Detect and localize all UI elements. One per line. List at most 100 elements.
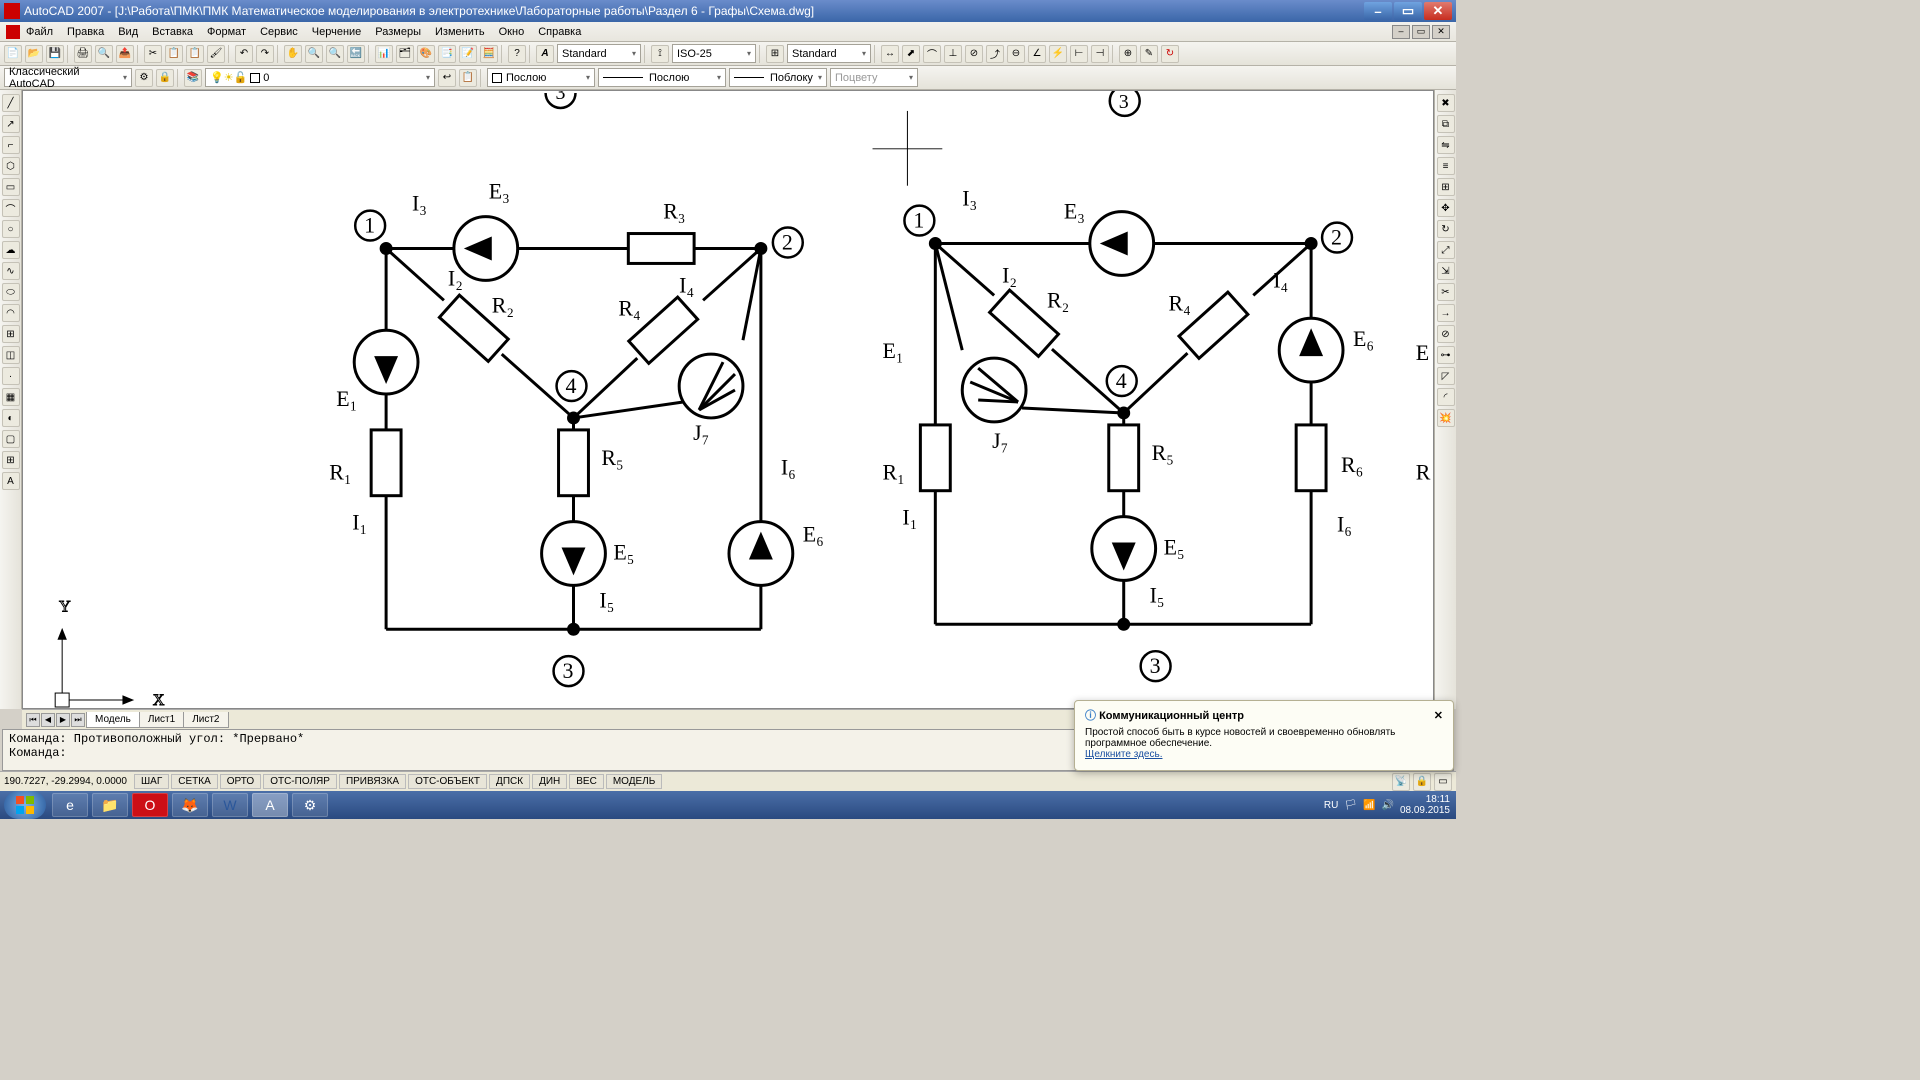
zoom-win-icon[interactable]: 🔍: [326, 45, 344, 63]
comm-center-icon[interactable]: 📡: [1392, 773, 1410, 791]
array-icon[interactable]: ⊞: [1437, 178, 1455, 196]
revcloud-icon[interactable]: ☁: [2, 241, 20, 259]
spline-icon[interactable]: ∿: [2, 262, 20, 280]
move-icon[interactable]: ✥: [1437, 199, 1455, 217]
menu-modify[interactable]: Изменить: [435, 26, 485, 38]
layer-state-icon[interactable]: 📋: [459, 69, 477, 87]
mdi-restore-button[interactable]: ▭: [1412, 25, 1430, 39]
circle-icon[interactable]: ○: [2, 220, 20, 238]
maximize-button[interactable]: ▭: [1394, 2, 1422, 20]
redo-icon[interactable]: ↷: [256, 45, 274, 63]
pan-icon[interactable]: ✋: [284, 45, 302, 63]
offset-icon[interactable]: ≡: [1437, 157, 1455, 175]
dim-linear-icon[interactable]: ↔: [881, 45, 899, 63]
zoom-prev-icon[interactable]: 🔙: [347, 45, 365, 63]
taskbar-opera-icon[interactable]: O: [132, 793, 168, 817]
dim-arc-icon[interactable]: ⌒: [923, 45, 941, 63]
trim-icon[interactable]: ✂: [1437, 283, 1455, 301]
tray-volume-icon[interactable]: 🔊: [1381, 800, 1393, 811]
tray-flag-icon[interactable]: 🏳: [1344, 800, 1357, 811]
cut-icon[interactable]: ✂: [144, 45, 162, 63]
tab-next-icon[interactable]: ▶: [56, 713, 70, 727]
menu-help[interactable]: Справка: [538, 26, 581, 38]
dim-dia-icon[interactable]: ⊖: [1007, 45, 1025, 63]
dim-update-icon[interactable]: ↻: [1161, 45, 1179, 63]
taskbar-wot-icon[interactable]: ⚙: [292, 793, 328, 817]
tab-first-icon[interactable]: ⏮: [26, 713, 40, 727]
dim-aligned-icon[interactable]: ⬈: [902, 45, 920, 63]
arc-icon[interactable]: ⌒: [2, 199, 20, 217]
properties-icon[interactable]: 📊: [375, 45, 393, 63]
save-icon[interactable]: 💾: [46, 45, 64, 63]
chamfer-icon[interactable]: ◸: [1437, 367, 1455, 385]
help-icon[interactable]: ?: [508, 45, 526, 63]
linetype-select[interactable]: Послою: [598, 68, 726, 87]
menu-dim[interactable]: Размеры: [375, 26, 421, 38]
region-icon[interactable]: ▢: [2, 430, 20, 448]
color-select[interactable]: Послою: [487, 68, 595, 87]
status-ortho[interactable]: ОРТО: [220, 774, 261, 789]
taskbar-ie-icon[interactable]: e: [52, 793, 88, 817]
lineweight-select[interactable]: Поблоку: [729, 68, 827, 87]
scale-icon[interactable]: ⤢: [1437, 241, 1455, 259]
menu-insert[interactable]: Вставка: [152, 26, 193, 38]
dim-center-icon[interactable]: ⊕: [1119, 45, 1137, 63]
designcenter-icon[interactable]: 🗂: [396, 45, 414, 63]
menu-edit[interactable]: Правка: [67, 26, 104, 38]
tab-last-icon[interactable]: ⏭: [71, 713, 85, 727]
status-ducs[interactable]: ДПСК: [489, 774, 530, 789]
xline-icon[interactable]: ↗: [2, 115, 20, 133]
start-button[interactable]: [4, 791, 46, 819]
gradient-icon[interactable]: ◐: [2, 409, 20, 427]
notif-close-icon[interactable]: ✕: [1434, 709, 1443, 722]
pline-icon[interactable]: ⌐: [2, 136, 20, 154]
close-button[interactable]: ✕: [1424, 2, 1452, 20]
mirror-icon[interactable]: ⇋: [1437, 136, 1455, 154]
dimstyle-select[interactable]: ISO-25: [672, 44, 756, 63]
hatch-icon[interactable]: ▦: [2, 388, 20, 406]
layer-props-icon[interactable]: 📚: [184, 69, 202, 87]
layer-prev-icon[interactable]: ↩: [438, 69, 456, 87]
menu-draw[interactable]: Черчение: [312, 26, 362, 38]
ws-lock-icon[interactable]: 🔒: [156, 69, 174, 87]
explode-icon[interactable]: 💥: [1437, 409, 1455, 427]
menu-view[interactable]: Вид: [118, 26, 138, 38]
status-osnap[interactable]: ПРИВЯЗКА: [339, 774, 406, 789]
dim-base-icon[interactable]: ⊢: [1070, 45, 1088, 63]
tablestyle-select[interactable]: Standard: [787, 44, 871, 63]
calc-icon[interactable]: 🧮: [480, 45, 498, 63]
copy-icon[interactable]: 📋: [165, 45, 183, 63]
tablestyle-icon[interactable]: ⊞: [766, 45, 784, 63]
undo-icon[interactable]: ↶: [235, 45, 253, 63]
menu-format[interactable]: Формат: [207, 26, 246, 38]
sheetset-icon[interactable]: 📑: [438, 45, 456, 63]
status-model[interactable]: МОДЕЛЬ: [606, 774, 662, 789]
stretch-icon[interactable]: ⇲: [1437, 262, 1455, 280]
dim-jog-icon[interactable]: ⤴: [986, 45, 1004, 63]
drawing-area[interactable]: X Y 3 3 1 2 4 3: [22, 90, 1434, 709]
taskbar-firefox-icon[interactable]: 🦊: [172, 793, 208, 817]
status-dyn[interactable]: ДИН: [532, 774, 567, 789]
paste-icon[interactable]: 📋: [186, 45, 204, 63]
minimize-button[interactable]: –: [1364, 2, 1392, 20]
publish-icon[interactable]: 📤: [116, 45, 134, 63]
mdi-minimize-button[interactable]: –: [1392, 25, 1410, 39]
menu-tools[interactable]: Сервис: [260, 26, 298, 38]
taskbar-autocad-icon[interactable]: A: [252, 793, 288, 817]
notif-link[interactable]: Щелкните здесь.: [1085, 749, 1162, 760]
dim-edit-icon[interactable]: ✎: [1140, 45, 1158, 63]
ws-settings-icon[interactable]: ⚙: [135, 69, 153, 87]
dim-radius-icon[interactable]: ⊘: [965, 45, 983, 63]
menu-window[interactable]: Окно: [499, 26, 525, 38]
line-icon[interactable]: ╱: [2, 94, 20, 112]
tray-date[interactable]: 08.09.2015: [1400, 805, 1450, 816]
table-icon[interactable]: ⊞: [2, 451, 20, 469]
print-icon[interactable]: 🖨: [74, 45, 92, 63]
open-icon[interactable]: 📂: [25, 45, 43, 63]
extend-icon[interactable]: →: [1437, 304, 1455, 322]
tab-prev-icon[interactable]: ◀: [41, 713, 55, 727]
print-preview-icon[interactable]: 🔍: [95, 45, 113, 63]
matchprop-icon[interactable]: 🖌: [207, 45, 225, 63]
status-lwt[interactable]: ВЕС: [569, 774, 604, 789]
dim-ang-icon[interactable]: ∠: [1028, 45, 1046, 63]
